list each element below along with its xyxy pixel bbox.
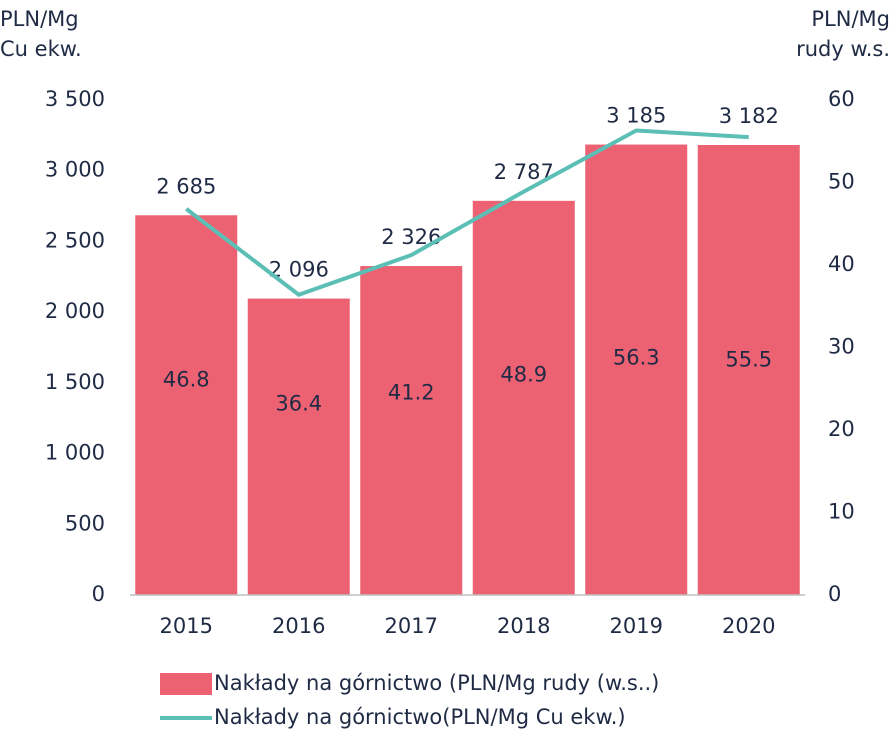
x-tick-label: 2015 [160, 614, 213, 638]
y-tick-label: 2 500 [45, 228, 105, 252]
y-tick-label: 1 500 [45, 370, 105, 394]
line-value-label: 36.4 [275, 391, 322, 415]
y2-axis-label: rudy w.s. [796, 37, 890, 61]
x-tick-label: 2019 [610, 614, 663, 638]
y-tick-label: 0 [92, 582, 105, 606]
legend-label: Nakłady na górnictwo (PLN/Mg rudy (w.s..… [214, 671, 659, 695]
bar [585, 144, 688, 596]
legend-label: Nakłady na górnictwo(PLN/Mg Cu ekw.) [214, 705, 626, 729]
line [185, 128, 749, 297]
line-value-label: 48.9 [500, 363, 547, 387]
y-axis-label: PLN/Mg [0, 7, 79, 31]
line-value-label: 41.2 [388, 380, 435, 404]
y-tick-label: 500 [65, 511, 105, 535]
x-tick-label: 2017 [385, 614, 438, 638]
bar [697, 144, 800, 595]
y-tick-label: 3 500 [45, 87, 105, 111]
y-axis-label: Cu ekw. [0, 37, 82, 61]
y-tick-label: 1 000 [45, 441, 105, 465]
y2-tick-label: 50 [828, 170, 855, 194]
line-value-label: 46.8 [163, 368, 210, 392]
x-tick-label: 2016 [272, 614, 325, 638]
bar [247, 298, 350, 595]
y2-tick-label: 0 [828, 582, 841, 606]
y2-tick-label: 60 [828, 87, 855, 111]
bar-value-label: 3 185 [606, 104, 666, 128]
bar-value-label: 2 685 [156, 174, 216, 198]
y2-axis-label: PLN/Mg [811, 7, 890, 31]
y2-tick-label: 30 [828, 335, 855, 359]
y2-tick-label: 40 [828, 252, 855, 276]
y-tick-label: 2 000 [45, 299, 105, 323]
bar [360, 266, 463, 595]
bar [135, 215, 238, 595]
x-tick-label: 2020 [722, 614, 775, 638]
bar-value-label: 3 182 [719, 104, 779, 128]
y2-tick-label: 20 [828, 417, 855, 441]
bar [472, 200, 575, 596]
y-tick-label: 3 000 [45, 158, 105, 182]
legend-swatch [160, 673, 212, 695]
line-value-label: 56.3 [613, 346, 660, 370]
y2-tick-label: 10 [828, 500, 855, 524]
x-tick-label: 2018 [497, 614, 550, 638]
line-value-label: 55.5 [725, 347, 772, 371]
